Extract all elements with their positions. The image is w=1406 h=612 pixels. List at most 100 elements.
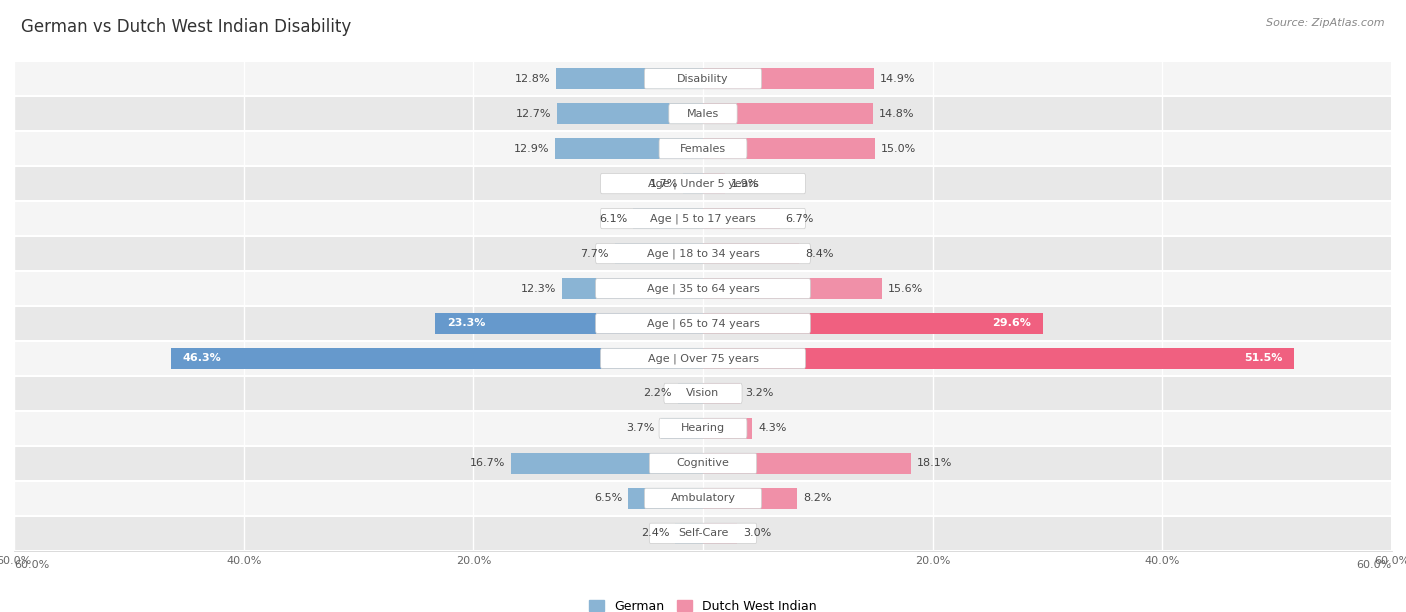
Text: Self-Care: Self-Care [678, 528, 728, 539]
Text: 46.3%: 46.3% [183, 354, 222, 364]
Bar [703, 348, 1295, 369]
Text: Females: Females [681, 144, 725, 154]
Bar [703, 208, 780, 229]
FancyBboxPatch shape [600, 209, 806, 229]
Text: Age | Under 5 years: Age | Under 5 years [648, 178, 758, 189]
Bar [555, 68, 703, 89]
Bar [703, 383, 740, 404]
Text: 6.1%: 6.1% [599, 214, 627, 223]
Bar [703, 103, 873, 124]
Text: 12.9%: 12.9% [513, 144, 550, 154]
Text: 14.8%: 14.8% [879, 109, 914, 119]
Text: Vision: Vision [686, 389, 720, 398]
FancyBboxPatch shape [596, 313, 810, 334]
Text: German vs Dutch West Indian Disability: German vs Dutch West Indian Disability [21, 18, 351, 36]
FancyBboxPatch shape [659, 138, 747, 159]
Bar [703, 418, 752, 439]
Bar [14, 376, 1392, 411]
Text: 4.3%: 4.3% [758, 424, 786, 433]
Text: 1.9%: 1.9% [731, 179, 759, 188]
Bar [14, 411, 1392, 446]
Text: 6.7%: 6.7% [786, 214, 814, 223]
Bar [557, 103, 703, 124]
Bar [512, 453, 703, 474]
FancyBboxPatch shape [650, 453, 756, 474]
Bar [14, 131, 1392, 166]
FancyBboxPatch shape [644, 69, 762, 89]
Text: 15.6%: 15.6% [887, 283, 924, 294]
Text: 60.0%: 60.0% [1357, 559, 1392, 570]
Text: 2.2%: 2.2% [644, 389, 672, 398]
Bar [703, 173, 725, 194]
Text: 2.4%: 2.4% [641, 528, 669, 539]
Bar [14, 341, 1392, 376]
Bar [172, 348, 703, 369]
Text: Ambulatory: Ambulatory [671, 493, 735, 503]
Bar [14, 96, 1392, 131]
Text: Source: ZipAtlas.com: Source: ZipAtlas.com [1267, 18, 1385, 28]
FancyBboxPatch shape [664, 383, 742, 403]
Text: 3.2%: 3.2% [745, 389, 773, 398]
Text: 60.0%: 60.0% [14, 559, 49, 570]
FancyBboxPatch shape [600, 173, 806, 194]
Text: 29.6%: 29.6% [993, 318, 1032, 329]
Text: Hearing: Hearing [681, 424, 725, 433]
Bar [14, 236, 1392, 271]
Text: 15.0%: 15.0% [882, 144, 917, 154]
Bar [14, 201, 1392, 236]
Text: Cognitive: Cognitive [676, 458, 730, 468]
FancyBboxPatch shape [596, 278, 810, 299]
Bar [562, 278, 703, 299]
Bar [678, 383, 703, 404]
Text: Age | 65 to 74 years: Age | 65 to 74 years [647, 318, 759, 329]
Bar [14, 166, 1392, 201]
FancyBboxPatch shape [659, 418, 747, 439]
Bar [628, 488, 703, 509]
Text: 7.7%: 7.7% [581, 248, 609, 258]
Text: Age | Over 75 years: Age | Over 75 years [648, 353, 758, 364]
Text: 3.7%: 3.7% [627, 424, 655, 433]
FancyBboxPatch shape [650, 523, 756, 543]
Text: Disability: Disability [678, 73, 728, 84]
Text: Age | 18 to 34 years: Age | 18 to 34 years [647, 248, 759, 259]
Legend: German, Dutch West Indian: German, Dutch West Indian [585, 595, 821, 612]
FancyBboxPatch shape [596, 244, 810, 264]
Text: 12.3%: 12.3% [520, 283, 555, 294]
Text: 8.2%: 8.2% [803, 493, 831, 503]
Bar [14, 481, 1392, 516]
Text: 6.5%: 6.5% [595, 493, 623, 503]
Bar [703, 523, 738, 544]
Bar [14, 271, 1392, 306]
Text: 16.7%: 16.7% [470, 458, 506, 468]
Bar [703, 488, 797, 509]
Text: 51.5%: 51.5% [1244, 354, 1282, 364]
FancyBboxPatch shape [600, 348, 806, 368]
Bar [633, 208, 703, 229]
Text: Age | 5 to 17 years: Age | 5 to 17 years [650, 214, 756, 224]
Bar [683, 173, 703, 194]
Bar [14, 516, 1392, 551]
Text: 23.3%: 23.3% [447, 318, 485, 329]
Bar [675, 523, 703, 544]
Text: Age | 35 to 64 years: Age | 35 to 64 years [647, 283, 759, 294]
Bar [14, 306, 1392, 341]
Text: Males: Males [688, 109, 718, 119]
Text: 8.4%: 8.4% [806, 248, 834, 258]
Text: 14.9%: 14.9% [880, 73, 915, 84]
Text: 3.0%: 3.0% [744, 528, 772, 539]
Bar [703, 453, 911, 474]
Bar [703, 243, 800, 264]
Bar [703, 68, 875, 89]
Bar [703, 313, 1043, 334]
FancyBboxPatch shape [669, 103, 737, 124]
Bar [614, 243, 703, 264]
Text: 12.8%: 12.8% [515, 73, 550, 84]
Bar [14, 446, 1392, 481]
Bar [661, 418, 703, 439]
Bar [436, 313, 703, 334]
Text: 1.7%: 1.7% [650, 179, 678, 188]
FancyBboxPatch shape [644, 488, 762, 509]
Bar [555, 138, 703, 159]
Bar [703, 138, 875, 159]
Text: 12.7%: 12.7% [516, 109, 551, 119]
